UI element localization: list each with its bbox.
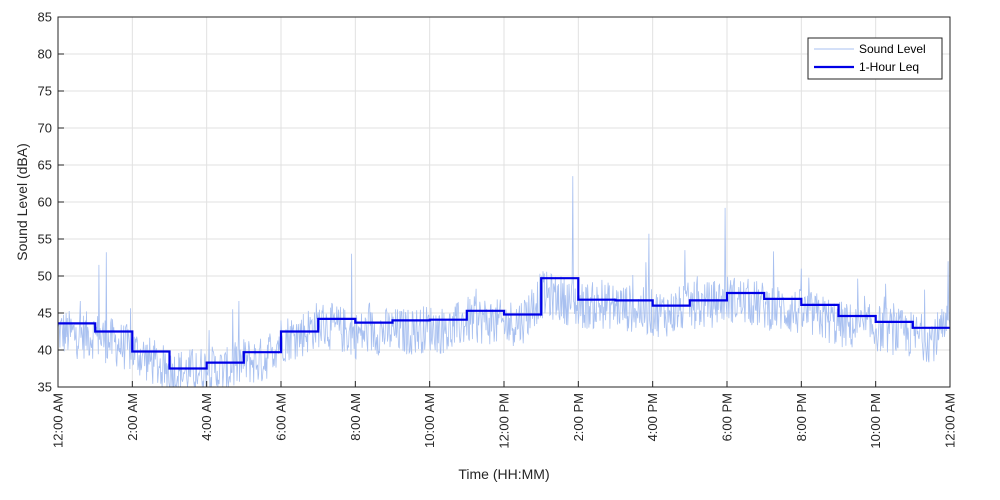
x-tick-label: 10:00 PM — [868, 393, 883, 449]
x-tick-label: 12:00 AM — [943, 393, 958, 448]
leq-series — [58, 277, 950, 370]
x-tick-label: 2:00 AM — [125, 393, 140, 441]
x-tick-label: 4:00 PM — [645, 393, 660, 441]
legend-label-leq: 1-Hour Leq — [859, 60, 919, 74]
y-axis-title: Sound Level (dBA) — [14, 143, 30, 261]
x-tick-label: 4:00 AM — [199, 393, 214, 441]
y-tick-label: 35 — [38, 380, 52, 395]
y-tick-label: 70 — [38, 121, 52, 136]
y-tick-label: 40 — [38, 343, 52, 358]
x-tick-label: 8:00 AM — [348, 393, 363, 441]
y-tick-label: 65 — [38, 158, 52, 173]
y-tick-label: 45 — [38, 306, 52, 321]
x-axis-ticks: 12:00 AM 2:00 AM 4:00 AM 6:00 AM 8:00 AM 10:0… — [51, 381, 958, 449]
y-tick-label: 85 — [38, 10, 52, 25]
y-tick-label: 50 — [38, 269, 52, 284]
x-tick-label: 2:00 PM — [571, 393, 586, 441]
legend-box — [807, 37, 943, 80]
y-axis-ticks: 35 40 45 50 55 60 65 70 75 80 85 — [38, 10, 64, 395]
x-tick-label: 12:00 AM — [51, 393, 66, 448]
x-tick-label: 12:00 PM — [497, 393, 512, 449]
x-tick-label: 6:00 PM — [720, 393, 735, 441]
leq-step-line — [58, 277, 950, 370]
y-tick-label: 60 — [38, 195, 52, 210]
y-tick-label: 80 — [38, 47, 52, 62]
x-tick-label: 10:00 AM — [422, 393, 437, 448]
x-tick-label: 6:00 AM — [274, 393, 289, 441]
legend-label-sound-level: Sound Level — [859, 42, 926, 56]
legend: Sound Level 1-Hour Leq — [807, 37, 943, 80]
x-axis-title: Time (HH:MM) — [458, 466, 549, 482]
x-tick-label: 8:00 PM — [794, 393, 809, 441]
y-tick-label: 75 — [38, 84, 52, 99]
y-tick-label: 55 — [38, 232, 52, 247]
